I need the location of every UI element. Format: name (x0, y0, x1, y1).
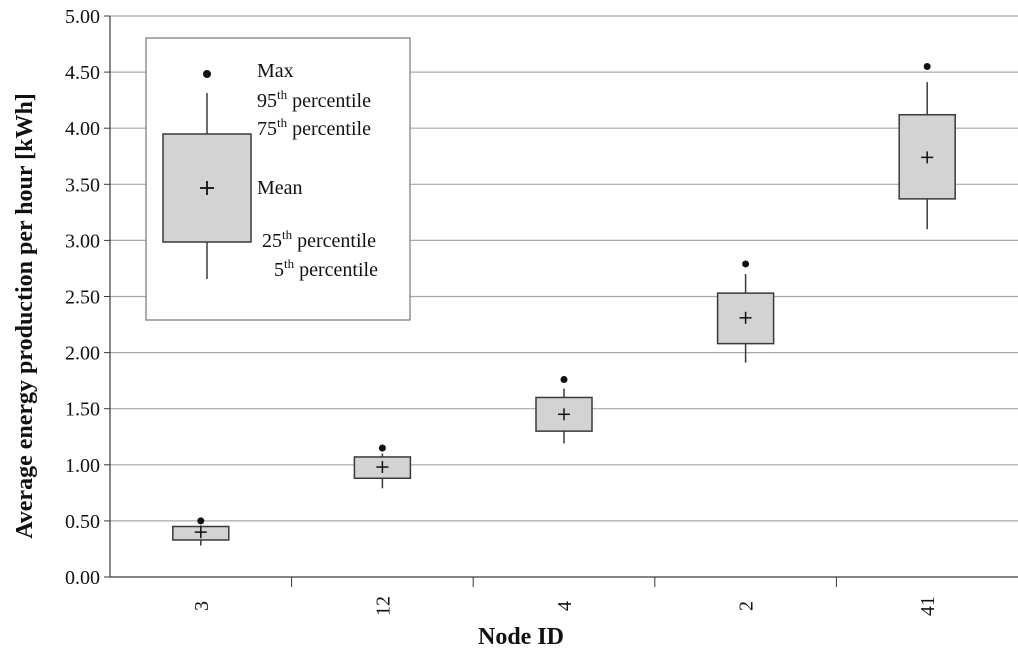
max-point (742, 260, 750, 268)
y-tick-label: 0.00 (65, 567, 100, 589)
max-point (197, 517, 205, 525)
y-axis-title: Average energy production per hour [kWh] (12, 93, 38, 539)
legend-sample-box (162, 70, 252, 279)
box-2 (716, 260, 775, 363)
x-tick-label: 3 (191, 601, 213, 611)
legend-max-point (203, 70, 211, 78)
box-41 (898, 62, 956, 230)
y-tick-label: 1.00 (65, 455, 100, 477)
y-tick-label: 0.50 (65, 511, 100, 533)
y-tick-label: 1.50 (65, 399, 100, 421)
x-tick-label: 12 (372, 596, 394, 616)
box-3 (172, 517, 230, 546)
y-tick-label: 3.00 (65, 230, 100, 252)
x-axis-title: Node ID (478, 624, 564, 650)
x-tick-label: 2 (736, 601, 758, 611)
max-point (378, 444, 386, 452)
y-tick-label: 2.00 (65, 343, 100, 365)
box-layer (172, 62, 956, 546)
y-tick-label: 2.50 (65, 287, 100, 309)
legend-entry: 95th percentile (257, 87, 371, 112)
y-tick-label: 4.50 (65, 62, 100, 84)
legend-entry: Max (257, 60, 294, 82)
y-tick-label: 3.50 (65, 174, 100, 196)
x-tick-label: 41 (917, 596, 939, 616)
legend-entry: 5th percentile (274, 256, 378, 281)
max-point (923, 62, 931, 70)
box-iqr (535, 396, 593, 432)
max-point (560, 376, 568, 384)
y-tick-label: 5.00 (65, 6, 100, 28)
legend-entry: Mean (257, 177, 303, 199)
legend: Max 95th percentile 75th percentile Mean 25t… (145, 37, 411, 321)
box-4 (535, 376, 593, 444)
legend-entry: 75th percentile (257, 115, 371, 140)
axis-layer: 0.00 0.50 1.00 1.50 2.00 2.50 3.00 3.50 4.00 4.50… (65, 6, 1018, 616)
legend-entry: 25th percentile (262, 227, 376, 252)
box-12 (353, 444, 412, 489)
y-tick-label: 4.00 (65, 118, 100, 140)
x-tick-label: 4 (554, 601, 576, 611)
